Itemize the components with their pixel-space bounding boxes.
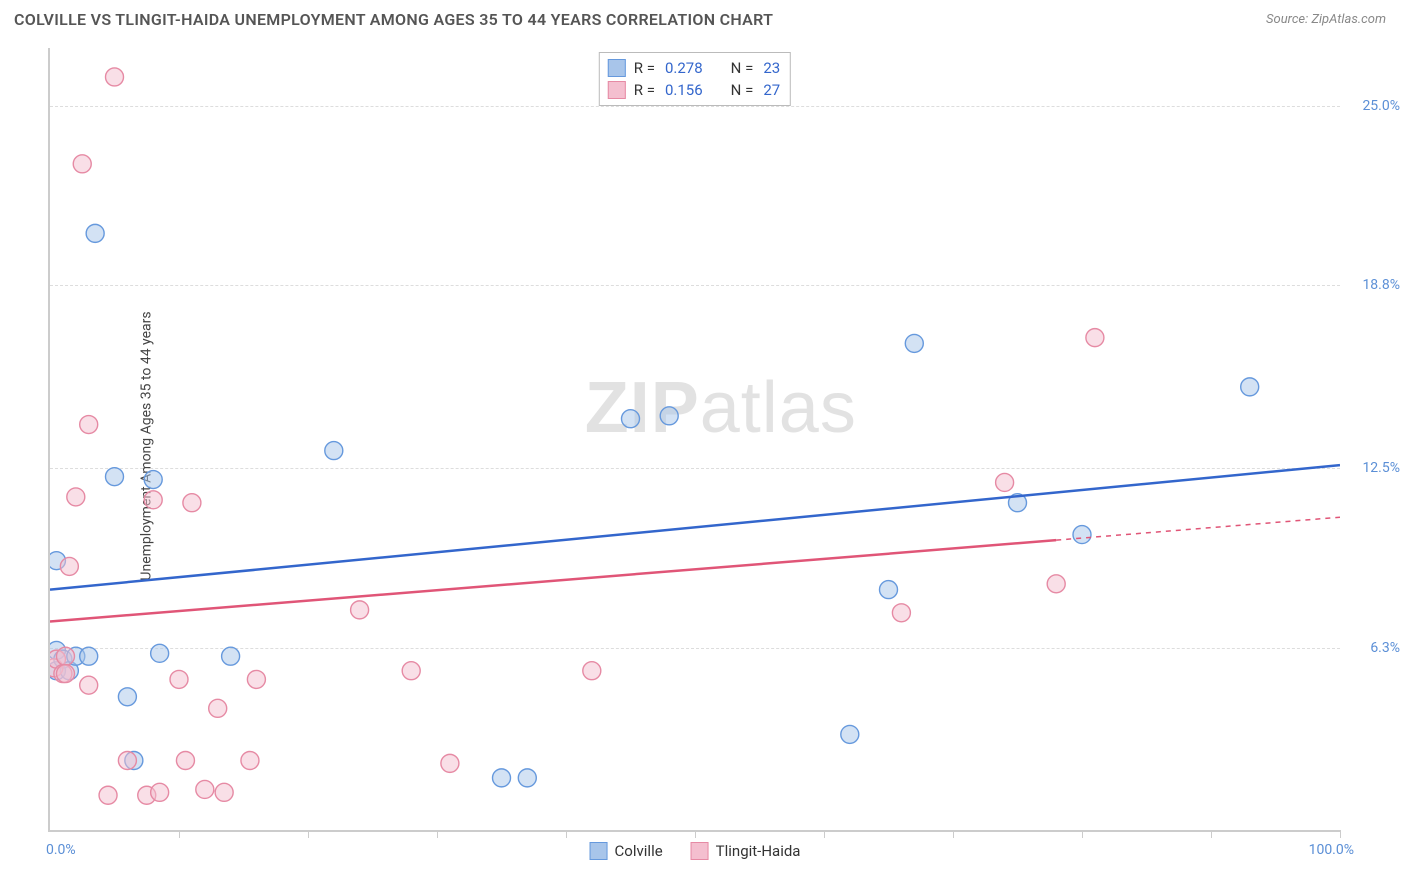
data-point	[176, 751, 194, 769]
legend-bottom-label-0: Colville	[615, 842, 663, 860]
source-prefix: Source:	[1266, 12, 1311, 27]
legend-bottom-swatch-1	[691, 842, 709, 860]
data-point	[118, 688, 136, 706]
data-point	[222, 647, 240, 665]
data-point	[80, 676, 98, 694]
data-point	[905, 334, 923, 352]
data-point	[247, 670, 265, 688]
legend-r-val-0: 0.278	[665, 57, 703, 79]
data-point	[1086, 329, 1104, 347]
data-point	[325, 442, 343, 460]
legend-r-val-1: 0.156	[665, 79, 703, 101]
legend-swatch-0	[608, 59, 626, 77]
data-point	[106, 68, 124, 86]
legend-n-label-0: N =	[731, 57, 754, 79]
x-tick	[308, 830, 309, 838]
x-tick	[1082, 830, 1083, 838]
data-point	[170, 670, 188, 688]
data-point	[151, 644, 169, 662]
data-point	[151, 783, 169, 801]
x-tick	[953, 830, 954, 838]
data-point	[80, 416, 98, 434]
scatter-svg	[50, 48, 1340, 830]
y-tick-label: 25.0%	[1346, 98, 1400, 114]
data-point	[73, 155, 91, 173]
legend-series: Colville Tlingit-Haida	[590, 842, 801, 860]
data-point	[493, 769, 511, 787]
legend-n-label-1: N =	[731, 79, 754, 101]
source-attribution: Source: ZipAtlas.com	[1266, 12, 1386, 27]
chart-header: COLVILLE VS TLINGIT-HAIDA UNEMPLOYMENT A…	[0, 0, 1406, 35]
data-point	[99, 786, 117, 804]
x-tick	[566, 830, 567, 838]
data-point	[1073, 526, 1091, 544]
data-point	[86, 224, 104, 242]
data-point	[441, 754, 459, 772]
data-point	[402, 662, 420, 680]
x-tick	[1211, 830, 1212, 838]
data-point	[106, 468, 124, 486]
legend-item-0: Colville	[590, 842, 663, 860]
legend-swatch-1	[608, 81, 626, 99]
data-point	[215, 783, 233, 801]
data-point	[518, 769, 536, 787]
data-point	[67, 488, 85, 506]
data-point	[209, 699, 227, 717]
legend-stats-row-0: R = 0.278 N = 23	[608, 57, 780, 79]
legend-bottom-swatch-0	[590, 842, 608, 860]
legend-stats-row-1: R = 0.156 N = 27	[608, 79, 780, 101]
data-point	[118, 751, 136, 769]
data-point	[56, 647, 74, 665]
data-point	[996, 473, 1014, 491]
x-tick	[437, 830, 438, 838]
legend-n-val-0: 23	[763, 57, 780, 79]
x-tick	[695, 830, 696, 838]
data-point	[183, 494, 201, 512]
trend-line	[50, 465, 1340, 590]
data-point	[60, 557, 78, 575]
data-point	[1241, 378, 1259, 396]
x-tick	[824, 830, 825, 838]
data-point	[583, 662, 601, 680]
x-axis-end-label: 100.0%	[1309, 842, 1354, 858]
legend-stats-box: R = 0.278 N = 23 R = 0.156 N = 27	[599, 52, 791, 106]
legend-item-1: Tlingit-Haida	[691, 842, 801, 860]
data-point	[841, 725, 859, 743]
legend-r-label-1: R =	[634, 79, 655, 101]
data-point	[144, 471, 162, 489]
source-name: ZipAtlas.com	[1311, 12, 1386, 27]
legend-bottom-label-1: Tlingit-Haida	[716, 842, 801, 860]
data-point	[144, 491, 162, 509]
data-point	[196, 780, 214, 798]
y-tick-label: 6.3%	[1346, 640, 1400, 656]
y-tick-label: 18.8%	[1346, 277, 1400, 293]
y-tick-label: 12.5%	[1346, 460, 1400, 476]
x-tick	[179, 830, 180, 838]
x-tick	[1340, 830, 1341, 838]
data-point	[892, 604, 910, 622]
data-point	[622, 410, 640, 428]
data-point	[1047, 575, 1065, 593]
data-point	[80, 647, 98, 665]
trend-line-dashed	[1056, 517, 1340, 540]
legend-n-val-1: 27	[763, 79, 780, 101]
data-point	[56, 665, 74, 683]
legend-r-label-0: R =	[634, 57, 655, 79]
data-point	[351, 601, 369, 619]
chart-title: COLVILLE VS TLINGIT-HAIDA UNEMPLOYMENT A…	[14, 10, 773, 29]
data-point	[241, 751, 259, 769]
data-point	[880, 581, 898, 599]
x-axis-start-label: 0.0%	[46, 842, 76, 858]
data-point	[660, 407, 678, 425]
chart-plot-area: ZIPatlas R = 0.278 N = 23 R = 0.156 N = …	[48, 48, 1340, 832]
